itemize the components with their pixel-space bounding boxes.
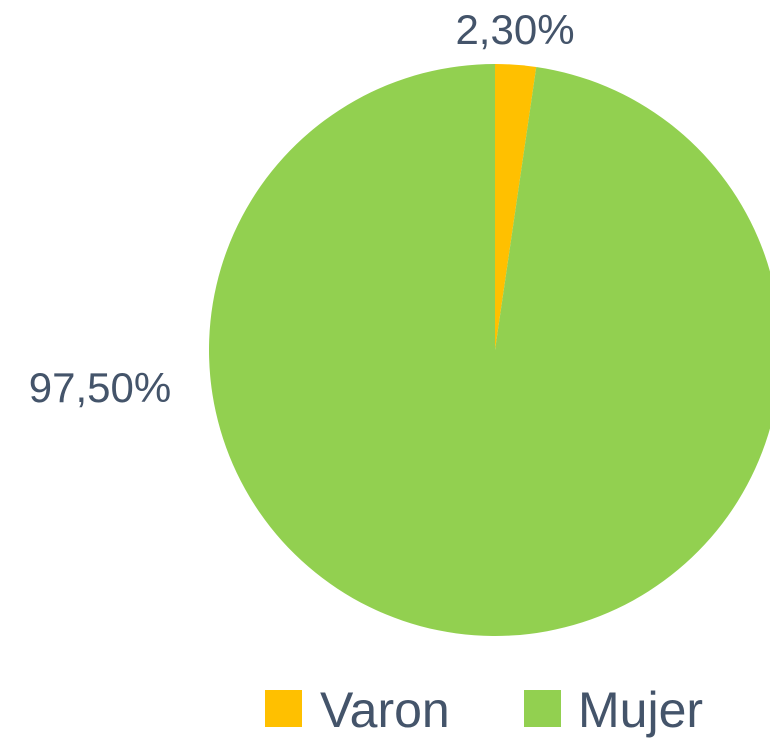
legend-label: Mujer xyxy=(578,682,703,738)
legend-label: Varon xyxy=(320,682,450,738)
pie-slice xyxy=(495,64,537,350)
legend-swatch xyxy=(265,690,302,727)
data-label: 97,50% xyxy=(29,364,171,411)
legend-swatch xyxy=(524,690,561,727)
data-label: 2,30% xyxy=(455,6,574,53)
pie-slice xyxy=(208,64,770,636)
